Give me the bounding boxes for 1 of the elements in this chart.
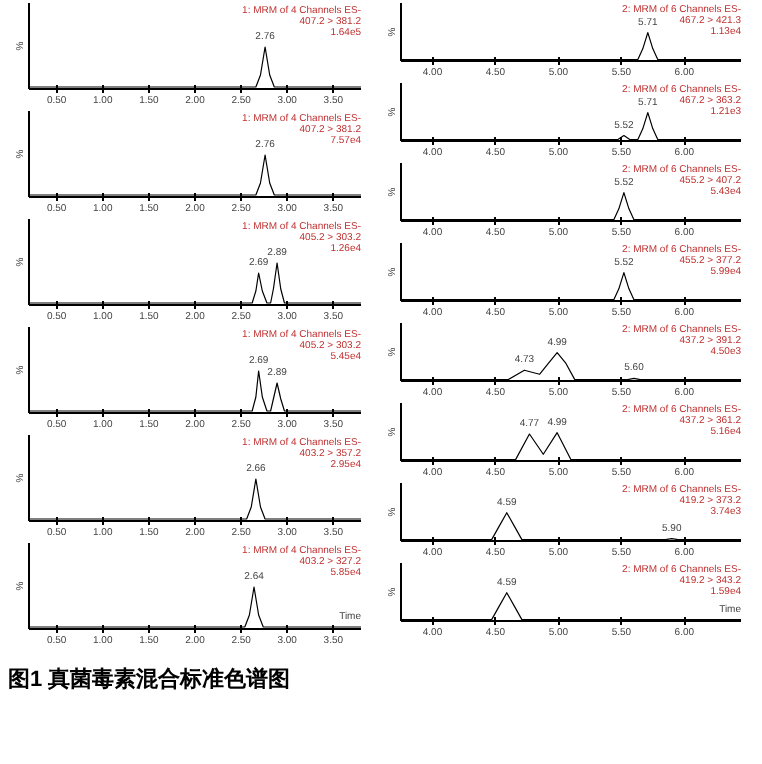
text: 图1 真菌毒素混合标准色谱图 — [8, 666, 291, 696]
